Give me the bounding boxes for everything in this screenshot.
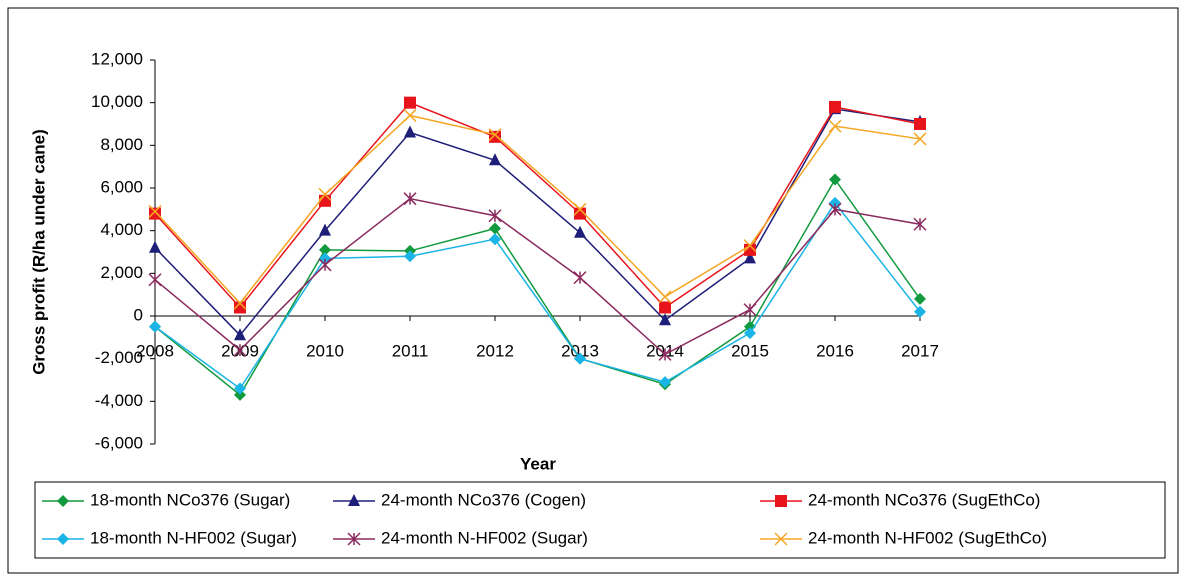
series-line: [154, 201, 921, 390]
legend-box: [34, 481, 1166, 559]
data-point: [573, 202, 587, 216]
data-point: [743, 239, 757, 253]
data-point: [659, 376, 671, 389]
legend-marker: [57, 533, 69, 545]
x-tick-label: 2008: [136, 341, 174, 360]
data-point: [234, 328, 246, 341]
data-point: [914, 118, 926, 130]
data-point: [489, 153, 501, 166]
y-tick-label: 2,000: [100, 263, 143, 282]
series-line: [154, 101, 921, 309]
y-tick-label: 6,000: [100, 177, 143, 196]
data-point: [149, 320, 161, 333]
y-tick-label: 10,000: [91, 92, 143, 111]
legend-marker: [57, 495, 69, 507]
data-point: [318, 187, 332, 201]
data-point: [574, 225, 586, 238]
data-point: [234, 382, 246, 395]
legend-label: 24-month NCo376 (Cogen): [381, 490, 586, 509]
x-tick-label: 2016: [816, 341, 854, 360]
data-point: [149, 240, 161, 253]
y-tick-label: 0: [134, 305, 143, 324]
data-point: [743, 303, 757, 317]
data-point: [829, 100, 841, 113]
data-point: [318, 258, 332, 272]
data-point: [319, 243, 331, 256]
legend-label: 18-month NCo376 (Sugar): [90, 490, 290, 509]
y-tick-label: -2,000: [95, 348, 143, 367]
data-point: [659, 313, 671, 326]
data-point: [829, 173, 841, 186]
data-point: [319, 223, 331, 236]
data-point: [489, 233, 501, 246]
series-line: [154, 108, 921, 337]
data-point: [489, 222, 501, 235]
data-point: [148, 273, 162, 287]
chart-border: [7, 7, 1179, 574]
data-point: [913, 132, 927, 146]
data-point: [658, 290, 672, 304]
data-point: [234, 301, 246, 314]
data-point: [488, 128, 502, 142]
y-tick-label: 12,000: [91, 49, 143, 68]
data-point: [234, 388, 246, 401]
legend-marker: [775, 495, 787, 507]
legend-marker: [347, 532, 361, 546]
data-point: [404, 250, 416, 263]
legend-label: 24-month N-HF002 (SugEthCo): [808, 528, 1047, 547]
data-point: [488, 209, 502, 223]
x-tick-label: 2012: [476, 341, 514, 360]
legend-marker: [774, 532, 788, 546]
data-point: [233, 296, 247, 310]
legend-label: 18-month N-HF002 (Sugar): [90, 528, 297, 547]
data-point: [148, 204, 162, 218]
y-axis-title: Gross profit (R/ha under cane): [29, 129, 48, 375]
y-tick-label: -4,000: [95, 391, 143, 410]
x-tick-label: 2010: [306, 341, 344, 360]
data-point: [913, 217, 927, 231]
data-point: [233, 343, 247, 357]
data-point: [403, 192, 417, 206]
data-point: [574, 352, 586, 365]
data-point: [914, 305, 926, 318]
x-tick-label: 2017: [901, 341, 939, 360]
data-point: [828, 119, 842, 133]
legend-label: 24-month NCo376 (SugEthCo): [808, 490, 1040, 509]
data-point: [744, 251, 756, 264]
data-point: [914, 292, 926, 305]
x-tick-label: 2015: [731, 341, 769, 360]
y-tick-label: -6,000: [95, 433, 143, 452]
data-point: [658, 347, 672, 361]
y-tick-label: 4,000: [100, 220, 143, 239]
series-line: [154, 197, 921, 356]
data-point: [403, 108, 417, 122]
data-point: [744, 327, 756, 340]
x-tick-label: 2011: [392, 341, 429, 360]
data-point: [828, 202, 842, 216]
legend-label: 24-month N-HF002 (Sugar): [381, 528, 588, 547]
x-axis-title: Year: [520, 454, 556, 473]
data-point: [149, 207, 161, 220]
data-point: [404, 96, 416, 109]
series-line: [154, 114, 921, 305]
data-point: [404, 125, 416, 138]
y-tick-label: 8,000: [100, 135, 143, 154]
data-point: [489, 130, 501, 143]
data-point: [659, 301, 671, 314]
data-point: [573, 271, 587, 285]
legend-marker: [348, 494, 360, 506]
data-point: [574, 207, 586, 220]
